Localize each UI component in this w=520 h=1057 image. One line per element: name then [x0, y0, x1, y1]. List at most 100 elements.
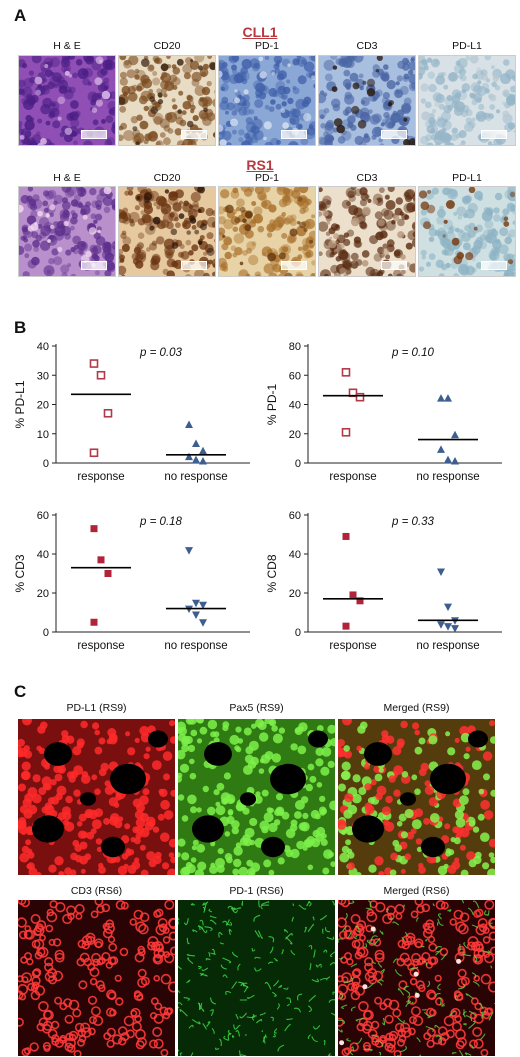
- data-point: [90, 618, 98, 626]
- scale-bar: [181, 261, 207, 270]
- fluorescence-image-merged-rs9: [338, 719, 495, 875]
- stain-label: PD-1: [255, 172, 279, 184]
- fluo-label-merged-rs9: Merged (RS9): [383, 702, 450, 714]
- y-tick-label: 0: [295, 458, 301, 470]
- y-axis-label: % PD-1: [265, 384, 279, 426]
- fluo-label-pd-l1-rs9: PD-L1 (RS9): [66, 702, 127, 714]
- histology-image: [318, 186, 416, 277]
- x-category-label: response: [329, 640, 376, 652]
- data-point: [104, 570, 112, 577]
- histology-image: [18, 186, 116, 277]
- data-point: [451, 625, 459, 633]
- data-point: [199, 601, 207, 610]
- y-tick-label: 20: [37, 588, 49, 600]
- data-point: [451, 430, 459, 439]
- histology-image: [218, 55, 316, 146]
- data-point: [199, 457, 207, 465]
- data-point: [355, 392, 365, 402]
- row-title-cll1: CLL1: [242, 24, 278, 40]
- y-tick-label: 0: [295, 627, 301, 639]
- fluorescence-image-pax5-rs9: [178, 719, 335, 875]
- fluo-label-pax5-rs9: Pax5 (RS9): [229, 702, 284, 714]
- data-point: [185, 452, 193, 461]
- scale-bar: [281, 261, 307, 270]
- fluorescence-image-cd3-rs6: [18, 900, 175, 1056]
- panel-c-letter: C: [14, 682, 27, 701]
- data-point: [185, 420, 193, 428]
- y-tick-label: 80: [289, 341, 301, 353]
- y-tick-label: 40: [37, 341, 49, 353]
- row-title-rs1: RS1: [246, 157, 274, 173]
- data-point: [89, 359, 99, 368]
- p-value-label: p = 0.10: [391, 347, 434, 359]
- data-point: [349, 591, 357, 599]
- data-point: [192, 455, 200, 464]
- x-category-label: no response: [416, 471, 479, 483]
- data-point: [192, 611, 200, 619]
- y-tick-label: 20: [289, 588, 301, 600]
- scale-bar: [181, 130, 207, 139]
- p-value-label: p = 0.33: [391, 516, 434, 528]
- data-point: [437, 568, 445, 577]
- stain-label: CD3: [356, 40, 378, 52]
- p-value-label: p = 0.03: [139, 347, 182, 359]
- scale-bar: [381, 261, 407, 270]
- data-point: [444, 394, 452, 402]
- fluo-label-merged-rs6: Merged (RS6): [383, 885, 450, 897]
- panel-b-letter: B: [14, 318, 27, 337]
- stain-label: PD-L1: [452, 40, 482, 52]
- data-point: [444, 623, 452, 631]
- data-point: [341, 368, 351, 377]
- histology-image: [418, 55, 516, 146]
- data-point: [97, 556, 105, 564]
- histology-image: [318, 55, 416, 146]
- scale-bar: [81, 261, 107, 270]
- scale-bar: [381, 130, 407, 139]
- data-point: [451, 457, 459, 465]
- data-point: [103, 408, 113, 418]
- scatter-plot-pd-1: 0 20 40 60 80 % PD-1 response no response p = 0.…: [265, 341, 502, 483]
- y-axis-label: % CD3: [13, 554, 27, 592]
- data-point: [192, 439, 200, 447]
- p-value-label: p = 0.18: [139, 516, 182, 528]
- data-point: [356, 597, 364, 605]
- x-category-label: no response: [416, 640, 479, 652]
- y-axis-label: % CD8: [265, 554, 279, 592]
- scatter-plot-cd8: 0 20 40 60 % CD8 response no response p = 0.33: [265, 510, 502, 652]
- stain-label: CD3: [356, 172, 378, 184]
- data-point: [192, 599, 200, 608]
- x-category-label: response: [329, 471, 376, 483]
- fluo-label-pd-1-rs6: PD-1 (RS6): [229, 885, 284, 897]
- x-category-label: response: [77, 471, 124, 483]
- stain-label: PD-1: [255, 40, 279, 52]
- y-tick-label: 40: [37, 549, 49, 561]
- y-tick-label: 40: [289, 549, 301, 561]
- data-point: [444, 603, 452, 612]
- scale-bar: [281, 130, 307, 139]
- y-tick-label: 0: [43, 627, 49, 639]
- fluorescence-image-merged-rs6: [338, 900, 495, 1056]
- data-point: [437, 445, 445, 453]
- fluorescence-image-pd-1-rs6: [178, 900, 335, 1056]
- data-point: [90, 525, 98, 533]
- y-tick-label: 60: [37, 510, 49, 522]
- scale-bar: [481, 130, 507, 139]
- scale-bar: [81, 130, 107, 139]
- y-axis-label: % PD-L1: [13, 380, 27, 428]
- fluorescence-image-pd-l1-rs9: [18, 719, 175, 875]
- data-point: [199, 446, 207, 455]
- fluo-label-cd3-rs6: CD3 (RS6): [70, 885, 123, 897]
- y-tick-label: 10: [37, 429, 49, 441]
- data-point: [437, 394, 445, 402]
- stain-label: H & E: [53, 40, 81, 52]
- stain-label: CD20: [153, 172, 181, 184]
- scale-bar: [481, 261, 507, 270]
- scatter-plot-cd3: 0 20 40 60 % CD3 response no response p = 0.18: [13, 510, 250, 652]
- data-point: [96, 370, 106, 380]
- data-point: [199, 619, 207, 627]
- scatter-plot-pd-l1: 0 10 20 30 40 % PD-L1 response no response p = 0…: [13, 341, 250, 483]
- x-category-label: no response: [164, 640, 227, 652]
- y-tick-label: 60: [289, 510, 301, 522]
- y-tick-label: 20: [37, 400, 49, 412]
- stain-label: CD20: [153, 40, 181, 52]
